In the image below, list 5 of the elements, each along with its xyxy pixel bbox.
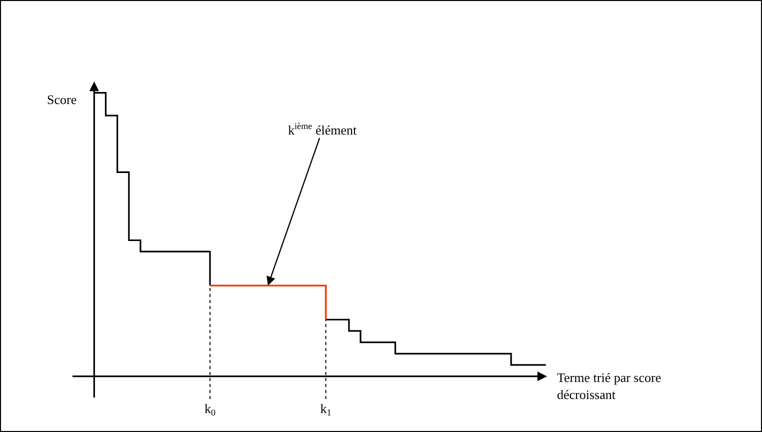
x-axis-title: Terme trié par score décroissant — [557, 370, 662, 402]
annotation: k$^{ième}$ élément — [288, 121, 357, 138]
y-axis-title: Score — [47, 92, 77, 107]
x-tick-label: k$_{1}$ — [320, 401, 332, 418]
x-tick-label: k$_{0}$ — [204, 401, 216, 418]
